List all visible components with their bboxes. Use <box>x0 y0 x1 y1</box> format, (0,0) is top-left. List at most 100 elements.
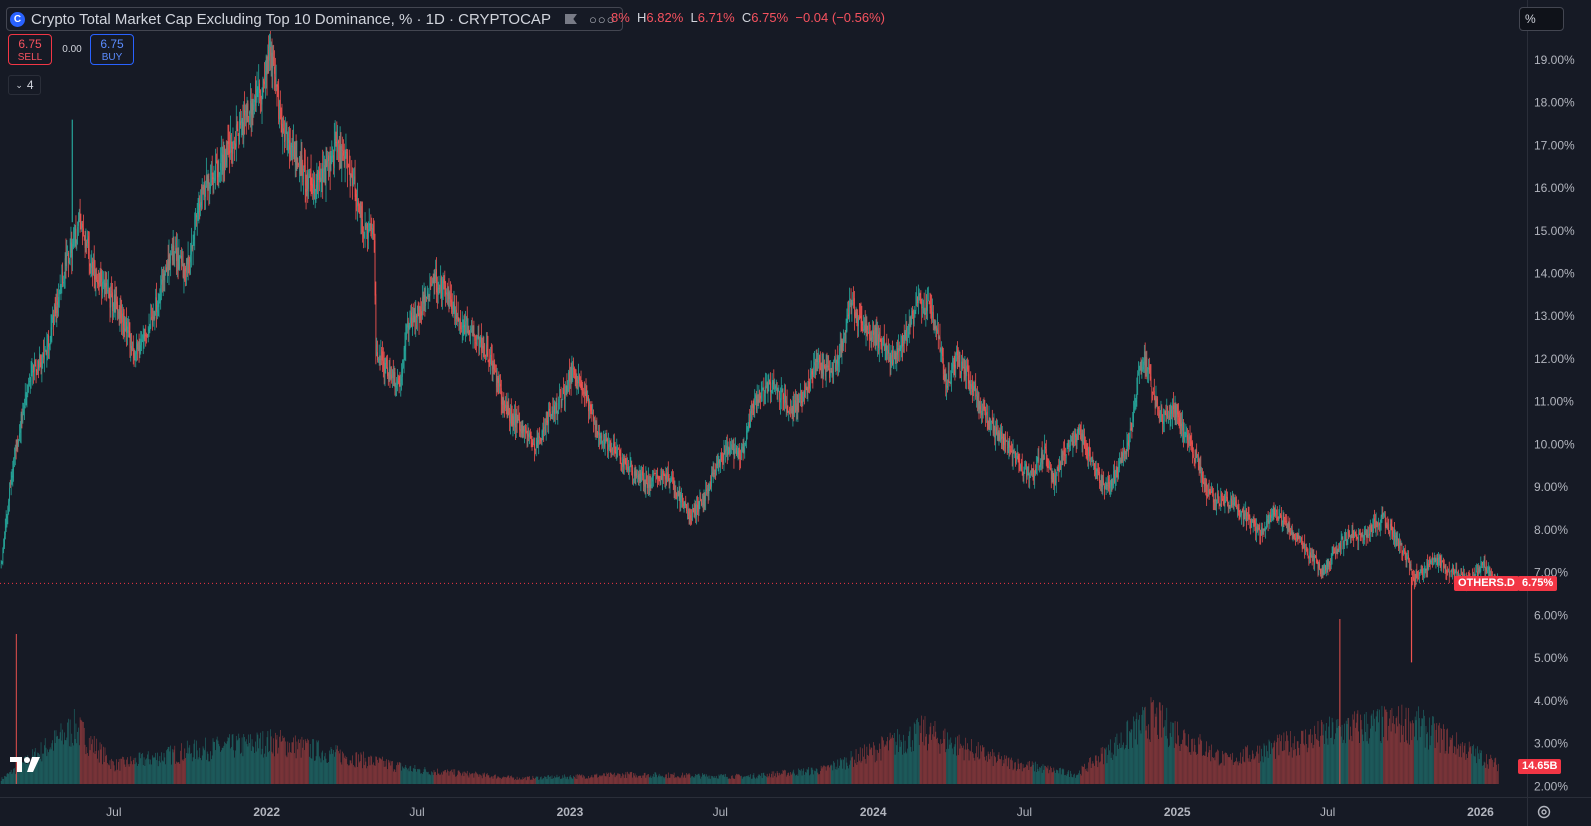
candle-body <box>23 409 24 413</box>
candle-body <box>371 231 372 232</box>
candle-body <box>1256 527 1257 534</box>
volume-bar <box>583 775 584 784</box>
volume-bar <box>850 760 851 784</box>
volume-bar <box>296 758 297 784</box>
volume-bar <box>103 747 104 784</box>
candle-body <box>935 327 936 328</box>
volume-bar <box>477 774 478 784</box>
candle-body <box>963 367 964 368</box>
volume-bar <box>922 742 923 784</box>
volume-bar <box>1129 731 1130 784</box>
volume-bar <box>400 763 401 784</box>
volume-bar <box>1393 716 1394 784</box>
volume-bar <box>472 773 473 784</box>
candle-body <box>18 439 19 442</box>
volume-bar <box>862 761 863 784</box>
volume-bar <box>324 756 325 784</box>
candle-body <box>130 331 131 348</box>
volume-bar <box>58 739 59 784</box>
volume-bar <box>154 757 155 784</box>
volume-bar <box>640 776 641 784</box>
candle-body <box>352 175 353 186</box>
candle-body <box>800 392 801 399</box>
candle-body <box>122 314 123 323</box>
volume-bar <box>1264 746 1265 784</box>
candle-body <box>453 313 454 314</box>
volume-bar <box>406 768 407 784</box>
candle-body <box>95 275 96 280</box>
volume-bar <box>322 751 323 784</box>
candle-body <box>1322 568 1323 576</box>
candle-body <box>76 239 77 245</box>
candle-body <box>380 359 381 360</box>
candle-body <box>379 358 380 359</box>
volume-bar <box>1441 728 1442 784</box>
candle-body <box>1142 371 1143 372</box>
candle-body <box>78 219 79 226</box>
volume-bar <box>1299 755 1300 784</box>
candle-body <box>1058 468 1059 470</box>
candle-body <box>191 243 192 255</box>
candle-body <box>1229 505 1230 507</box>
volume-bar <box>1095 755 1096 784</box>
volume-bar <box>3 779 4 784</box>
candle-body <box>1226 497 1227 498</box>
volume-bar <box>1193 752 1194 784</box>
volume-bar <box>1476 763 1477 784</box>
volume-bar <box>1088 772 1089 784</box>
candle-body <box>631 464 632 472</box>
volume-bar <box>1321 720 1322 784</box>
candle-body <box>854 298 855 315</box>
candle-body <box>538 440 539 442</box>
candle-body <box>32 366 33 373</box>
candle-body <box>930 305 931 306</box>
volume-bar <box>1191 755 1192 784</box>
candle-body <box>633 479 634 480</box>
candle-body <box>240 121 241 125</box>
candle-body <box>1038 457 1039 461</box>
volume-bar <box>325 753 326 784</box>
candle-body <box>1268 519 1269 522</box>
volume-bar <box>1372 726 1373 784</box>
candle-body <box>889 355 890 356</box>
volume-bar <box>986 756 987 784</box>
volume-bar <box>693 777 694 784</box>
candle-body <box>286 130 287 133</box>
volume-bar <box>1430 745 1431 784</box>
candle-body <box>701 500 702 505</box>
candle-body <box>1078 429 1079 433</box>
candle-body <box>466 317 467 322</box>
candle-body <box>1210 492 1211 493</box>
volume-bar <box>1109 750 1110 784</box>
volume-bar <box>478 775 479 784</box>
volume-bar <box>267 737 268 784</box>
candle-body <box>511 409 512 416</box>
candle-body <box>89 249 90 264</box>
candle-body <box>671 478 672 479</box>
chart-pane[interactable] <box>0 0 1527 797</box>
candle-body <box>308 177 309 189</box>
candle-body <box>277 84 278 86</box>
volume-bar <box>454 775 455 784</box>
volume-bar <box>436 775 437 784</box>
volume-bar <box>1097 767 1098 784</box>
candle-body <box>1137 374 1138 384</box>
candle-body <box>118 312 119 313</box>
volume-bar <box>456 776 457 784</box>
volume-bar <box>974 758 975 784</box>
volume-bar <box>1170 733 1171 784</box>
volume-bar <box>1259 763 1260 784</box>
candlestick-chart[interactable] <box>0 0 1527 797</box>
volume-bar <box>1163 728 1164 784</box>
volume-bar <box>297 742 298 784</box>
volume-bar <box>716 776 717 784</box>
volume-bar <box>622 773 623 784</box>
volume-bar <box>389 763 390 784</box>
candle-body <box>1177 405 1178 415</box>
volume-bar <box>695 774 696 784</box>
volume-bar <box>1391 731 1392 784</box>
candle-body <box>357 198 358 206</box>
volume-bar <box>402 766 403 784</box>
candle-body <box>8 501 9 506</box>
candle-body <box>33 365 34 372</box>
